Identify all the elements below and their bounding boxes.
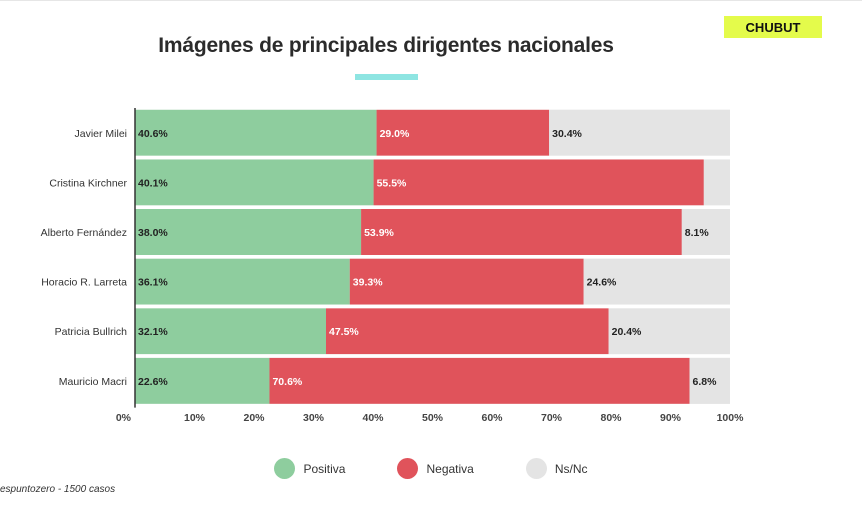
legend-label-nsnc: Ns/Nc: [554, 461, 588, 476]
data-label: 20.4%: [612, 326, 642, 338]
legend-swatch-nsnc: [525, 458, 547, 479]
x-tick-label: 90%: [660, 412, 682, 424]
bar-segment-positiva: [135, 159, 374, 206]
data-label: 36.1%: [138, 277, 168, 289]
data-label: 53.9%: [364, 227, 394, 239]
category-label: Alberto Fernández: [41, 227, 127, 239]
legend-label-positiva: Positiva: [303, 461, 346, 476]
category-label: Patricia Bullrich: [55, 326, 128, 338]
bar-segment-nsnc: [583, 258, 730, 305]
x-tick-label: 70%: [541, 412, 563, 424]
legend-item-nsnc: Ns/Nc: [525, 458, 588, 479]
bar-segment-negativa: [349, 258, 584, 305]
legend-swatch-positiva: [274, 458, 296, 479]
bar-segment-positiva: [135, 258, 350, 305]
bar-segment-positiva: [135, 209, 362, 255]
category-label: Cristina Kirchner: [49, 177, 127, 189]
legend-label-negativa: Negativa: [426, 461, 474, 476]
data-label: 47.5%: [329, 326, 359, 338]
bar-segment-negativa: [373, 159, 704, 206]
x-tick-label: 40%: [362, 412, 384, 424]
top-divider: [0, 0, 862, 1]
data-label: 40.1%: [138, 177, 168, 189]
bar-segment-positiva: [135, 357, 270, 404]
x-tick-label: 0%: [116, 412, 132, 424]
x-tick-label: 100%: [717, 412, 745, 424]
x-tick-label: 80%: [600, 412, 622, 424]
chart-title: Imágenes de principales dirigentes nacio…: [158, 34, 614, 57]
data-label: 70.6%: [272, 376, 302, 388]
data-label: 8.1%: [685, 227, 710, 239]
bar-segment-negativa: [269, 357, 690, 404]
bar-segment-positiva: [135, 109, 377, 156]
data-label: 6.8%: [693, 376, 718, 388]
title-underline: [355, 74, 418, 80]
bar-segment-negativa: [376, 109, 550, 156]
data-label: 29.0%: [380, 128, 410, 140]
legend-swatch-negativa: [397, 458, 419, 479]
source-note: espuntozero - 1500 casos: [0, 484, 116, 495]
bar-segment-nsnc: [703, 159, 730, 206]
data-label: 22.6%: [138, 376, 168, 388]
x-tick-label: 30%: [303, 412, 325, 424]
bar-segment-positiva: [135, 308, 326, 355]
legend-item-positiva: Positiva: [274, 458, 345, 479]
data-label: 39.3%: [353, 277, 383, 289]
data-label: 55.5%: [377, 177, 407, 189]
bar-segment-negativa: [361, 209, 682, 255]
bar-segment-nsnc: [549, 109, 730, 156]
x-tick-label: 50%: [422, 412, 444, 424]
data-label: 30.4%: [552, 128, 582, 140]
bar-segment-negativa: [325, 308, 609, 355]
bar-segment-nsnc: [608, 308, 730, 355]
data-label: 38.0%: [138, 227, 168, 239]
bar-segment-nsnc: [689, 357, 730, 404]
data-label: 24.6%: [587, 277, 617, 289]
data-label: 32.1%: [138, 326, 168, 338]
category-label: Mauricio Macri: [59, 376, 127, 388]
category-label: Javier Milei: [74, 128, 127, 140]
legend-item-negativa: Negativa: [397, 458, 474, 479]
bar-segment-nsnc: [681, 209, 730, 255]
category-label: Horacio R. Larreta: [41, 277, 127, 289]
x-tick-label: 60%: [481, 412, 503, 424]
data-label: 40.6%: [138, 128, 168, 140]
region-badge: CHUBUT: [724, 16, 822, 38]
chart-legend: Positiva Negativa Ns/Nc: [0, 458, 862, 479]
x-tick-label: 10%: [184, 412, 206, 424]
x-tick-label: 20%: [243, 412, 265, 424]
